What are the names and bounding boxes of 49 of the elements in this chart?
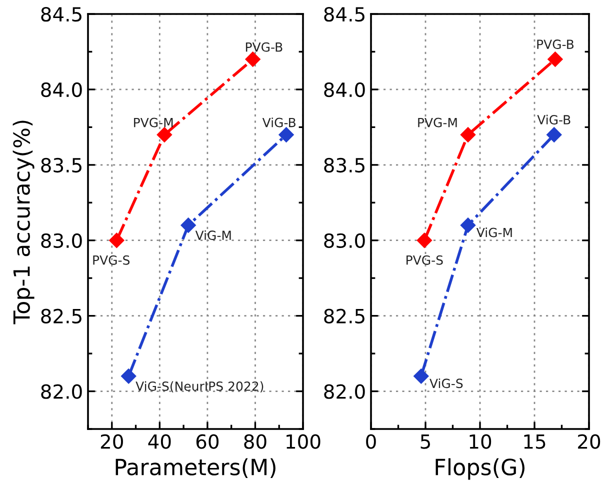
y-tick-label: 83.0 <box>324 233 365 248</box>
x-tick-label: 10 <box>470 434 492 449</box>
x-tick-label: 40 <box>148 434 171 449</box>
y-tick-label: 83.5 <box>324 158 364 173</box>
point <box>460 218 476 233</box>
y-axis-title: Top-1 accuracy(%) <box>12 120 34 324</box>
annotation: PVG-M <box>418 118 457 128</box>
annotation: ViG-M <box>195 230 231 240</box>
point <box>156 127 172 142</box>
y-tick-label: 84.0 <box>41 82 82 98</box>
y-tick-label: 84.0 <box>324 82 365 98</box>
annotation: ViG-S(NeurIPS 2022) <box>136 381 264 392</box>
point <box>546 127 562 142</box>
y-tick-label: 84.5 <box>41 6 82 22</box>
point <box>460 127 476 142</box>
annotation: PVG-B <box>537 40 574 50</box>
x-axis-title: Flops(G) <box>436 458 524 480</box>
x-tick-label: 60 <box>196 434 219 449</box>
point <box>416 232 432 248</box>
point <box>414 368 429 384</box>
y-tick-label: 83.0 <box>41 233 82 248</box>
y-tick-label: 82.0 <box>324 384 365 399</box>
annotation: ViG-S <box>430 378 463 388</box>
x-tick-label: 20 <box>578 434 600 449</box>
annotation: ViG-B <box>262 118 296 128</box>
x-axis-title: Parameters(M) <box>116 458 276 478</box>
point <box>245 52 260 67</box>
y-tick-label: 83.5 <box>41 158 82 173</box>
annotation: ViG-M <box>476 228 512 238</box>
point <box>121 368 136 384</box>
point <box>278 127 294 142</box>
point <box>548 52 563 67</box>
y-tick-label: 82.5 <box>41 308 82 324</box>
point <box>180 218 196 233</box>
x-tick-label: 100 <box>286 434 320 449</box>
x-tick-label: 15 <box>524 434 546 449</box>
annotation: PVG-S <box>406 255 443 265</box>
x-tick-label: 80 <box>244 434 266 449</box>
x-tick-label: 20 <box>100 434 123 449</box>
y-tick-label: 82.0 <box>41 384 82 399</box>
annotation: PVG-B <box>246 42 282 52</box>
annotation: ViG-B <box>537 114 570 124</box>
y-tick-label: 82.5 <box>324 308 364 324</box>
y-tick-label: 84.5 <box>324 6 364 22</box>
annotation: PVG-M <box>134 118 173 128</box>
x-tick-label: 5 <box>420 434 430 449</box>
annotation: PVG-S <box>93 255 130 265</box>
x-tick-label: 0 <box>366 434 376 449</box>
point <box>109 232 124 248</box>
